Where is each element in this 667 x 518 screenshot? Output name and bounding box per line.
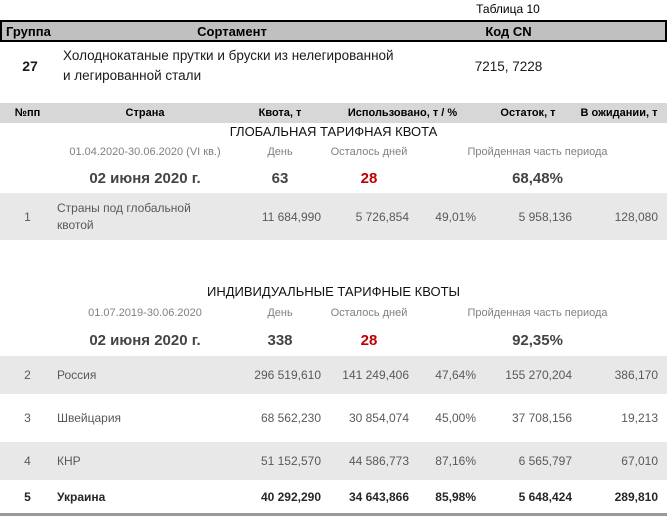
current-date: 02 июня 2020 г. <box>89 332 201 349</box>
cell-quota: 68 562,230 <box>260 411 321 425</box>
quota-header-row: №пп Страна Квота, т Использовано, т / % … <box>0 103 667 123</box>
period-label: 01.07.2019-30.06.2020 <box>88 307 202 319</box>
cell-used-t: 141 249,406 <box>342 368 409 382</box>
product-description: Холоднокатаные прутки и бруски из нелеги… <box>60 46 406 87</box>
day-label: День <box>267 307 293 319</box>
product-code-value: 7215, 7228 <box>474 58 543 74</box>
table-row-china: 4 КНР 51 152,570 44 586,773 87,16% 6 565… <box>0 442 667 480</box>
cell-used-t: 34 643,866 <box>348 489 409 504</box>
period-label: 01.04.2020-30.06.2020 (VI кв.) <box>69 146 221 158</box>
product-group-value: 27 <box>22 58 38 74</box>
product-header-row: Группа Сортамент Код CN <box>0 20 667 42</box>
period-values-row-individual: 02 июня 2020 г. 338 28 92,35% <box>0 325 667 356</box>
cell-country-line1: Страны под глобальной <box>57 200 191 215</box>
cell-used-pct: 47,64% <box>435 368 476 382</box>
days-left-value: 28 <box>360 332 378 349</box>
table-row-russia: 2 Россия 296 519,610 141 249,406 47,64% … <box>0 356 667 394</box>
cell-num: 3 <box>24 411 31 425</box>
cell-quota: 296 519,610 <box>254 368 321 382</box>
col-header-country: Страна <box>125 107 165 119</box>
cell-num: 1 <box>24 209 31 224</box>
cell-country: Швейцария <box>57 411 122 425</box>
period-values-row-global: 02 июня 2020 г. 63 28 68,48% <box>0 163 667 193</box>
cell-country: КНР <box>57 454 81 468</box>
cell-pending: 289,810 <box>614 489 658 504</box>
product-description-line1: Холоднокатаные прутки и бруски из нелеги… <box>63 47 394 63</box>
table-caption: Таблица 10 <box>476 2 540 16</box>
period-labels-row-individual: 01.07.2019-30.06.2020 День Осталось дней… <box>0 301 667 325</box>
cell-country-line2: квотой <box>57 217 94 232</box>
elapsed-label: Пройденная часть периода <box>467 307 608 319</box>
days-left-value: 28 <box>360 169 378 187</box>
cell-remaining: 5 648,424 <box>518 489 572 504</box>
col-header-pending: В ожидании, т <box>580 107 658 119</box>
header-code-cn: Код CN <box>485 23 532 39</box>
section-title-individual: ИНДИВИДУАЛЬНЫЕ ТАРИФНЫЕ КВОТЫ <box>206 284 461 299</box>
cell-remaining: 6 565,797 <box>518 454 572 468</box>
cell-country: Россия <box>57 368 97 382</box>
elapsed-value: 68,48% <box>512 169 563 187</box>
cell-pending: 67,010 <box>621 454 658 468</box>
cell-num: 2 <box>24 368 31 382</box>
quota-table: №пп Страна Квота, т Использовано, т / % … <box>0 103 667 516</box>
cell-country: Страны под глобальной квотой <box>55 200 235 234</box>
col-header-used: Использовано, т / % <box>347 107 458 119</box>
product-row: 27 Холоднокатаные прутки и бруски из нел… <box>0 42 667 90</box>
cell-country: Украина <box>57 489 106 504</box>
cell-remaining: 5 958,136 <box>518 209 572 224</box>
cell-used-t: 30 854,074 <box>348 411 409 425</box>
header-sortament: Сортамент <box>197 23 267 39</box>
section-title-global: ГЛОБАЛЬНАЯ ТАРИФНАЯ КВОТА <box>229 124 438 139</box>
days-left-label: Осталось дней <box>330 146 408 158</box>
cell-quota: 51 152,570 <box>260 454 321 468</box>
cell-used-t: 44 586,773 <box>348 454 409 468</box>
current-date: 02 июня 2020 г. <box>89 169 201 187</box>
cell-pending: 386,170 <box>614 368 658 382</box>
day-value: 338 <box>267 332 293 349</box>
product-description-line2: и легированной стали <box>63 68 202 83</box>
cell-used-pct: 49,01% <box>435 209 476 224</box>
cell-used-t: 5 726,854 <box>355 209 409 224</box>
table-row-ukraine: 5 Украина 40 292,290 34 643,866 85,98% 5… <box>0 480 667 516</box>
cell-num: 4 <box>24 454 31 468</box>
day-value: 63 <box>271 169 289 187</box>
table-row-global-countries: 1 Страны под глобальной квотой 11 684,99… <box>0 193 667 240</box>
table-row-switzerland: 3 Швейцария 68 562,230 30 854,074 45,00%… <box>0 394 667 442</box>
col-header-quota: Квота, т <box>258 107 302 119</box>
cell-used-pct: 87,16% <box>435 454 476 468</box>
cell-remaining: 155 270,204 <box>505 368 572 382</box>
cell-used-pct: 85,98% <box>435 489 476 504</box>
cell-quota: 11 684,990 <box>261 209 321 224</box>
elapsed-label: Пройденная часть периода <box>467 146 608 158</box>
cell-pending: 19,213 <box>621 411 658 425</box>
elapsed-value: 92,35% <box>512 332 563 349</box>
header-group: Группа <box>6 23 51 39</box>
day-label: День <box>267 146 293 158</box>
cell-quota: 40 292,290 <box>260 489 321 504</box>
days-left-label: Осталось дней <box>330 307 408 319</box>
cell-remaining: 37 708,156 <box>511 411 572 425</box>
period-labels-row-global: 01.04.2020-30.06.2020 (VI кв.) День Оста… <box>0 141 667 163</box>
cell-num: 5 <box>24 489 31 504</box>
cell-pending: 128,080 <box>614 209 658 224</box>
product-table: Группа Сортамент Код CN 27 Холоднокатаны… <box>0 20 667 90</box>
col-header-remaining: Остаток, т <box>500 107 556 119</box>
col-header-num: №пп <box>14 107 41 119</box>
cell-used-pct: 45,00% <box>435 411 476 425</box>
